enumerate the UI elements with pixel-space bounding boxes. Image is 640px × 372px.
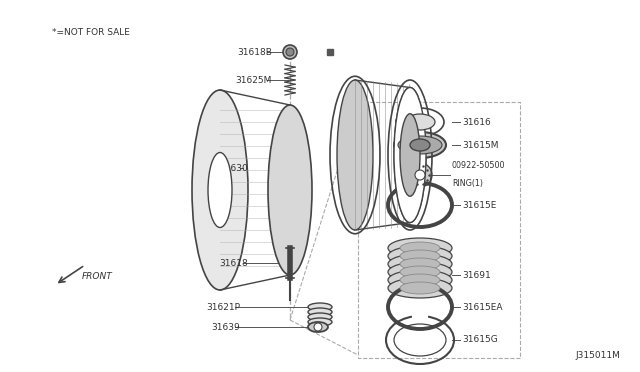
- Ellipse shape: [337, 80, 373, 230]
- Circle shape: [283, 45, 297, 59]
- Ellipse shape: [388, 238, 452, 258]
- Ellipse shape: [394, 87, 426, 222]
- Ellipse shape: [400, 242, 440, 254]
- Ellipse shape: [400, 250, 440, 262]
- Ellipse shape: [388, 262, 452, 282]
- Ellipse shape: [394, 132, 446, 158]
- Ellipse shape: [308, 322, 328, 332]
- Text: 31618B: 31618B: [237, 48, 272, 57]
- Ellipse shape: [308, 303, 332, 311]
- Circle shape: [415, 170, 425, 180]
- Text: RING(1): RING(1): [452, 179, 483, 188]
- Ellipse shape: [388, 254, 452, 274]
- Ellipse shape: [400, 114, 420, 196]
- Text: 31639: 31639: [211, 323, 240, 331]
- Ellipse shape: [208, 153, 232, 228]
- Circle shape: [314, 323, 322, 331]
- Ellipse shape: [192, 90, 248, 290]
- Ellipse shape: [400, 282, 440, 294]
- Ellipse shape: [308, 313, 332, 321]
- Text: 31691: 31691: [462, 270, 491, 279]
- Ellipse shape: [400, 274, 440, 286]
- Ellipse shape: [308, 308, 332, 316]
- Text: 31615EA: 31615EA: [462, 302, 502, 311]
- Text: 31618: 31618: [220, 259, 248, 267]
- Ellipse shape: [388, 270, 452, 290]
- Text: *=NOT FOR SALE: *=NOT FOR SALE: [52, 28, 130, 37]
- Text: 31625M: 31625M: [236, 76, 272, 84]
- Ellipse shape: [308, 318, 332, 326]
- Ellipse shape: [400, 258, 440, 270]
- Ellipse shape: [268, 105, 312, 275]
- Ellipse shape: [388, 278, 452, 298]
- Ellipse shape: [405, 114, 435, 130]
- Text: 31621P: 31621P: [206, 302, 240, 311]
- Text: 31630: 31630: [220, 164, 248, 173]
- Text: 31615G: 31615G: [462, 336, 498, 344]
- Text: FRONT: FRONT: [82, 272, 113, 281]
- Ellipse shape: [394, 87, 426, 222]
- Ellipse shape: [410, 139, 430, 151]
- Circle shape: [408, 163, 432, 187]
- Text: 31616: 31616: [462, 118, 491, 126]
- Text: 31615M: 31615M: [462, 141, 499, 150]
- Ellipse shape: [398, 136, 442, 154]
- Text: 00922-50500: 00922-50500: [452, 161, 506, 170]
- Text: J315011M: J315011M: [575, 351, 620, 360]
- Text: 31615E: 31615E: [462, 201, 497, 209]
- Ellipse shape: [400, 266, 440, 278]
- Circle shape: [286, 48, 294, 56]
- Ellipse shape: [396, 108, 444, 136]
- Ellipse shape: [388, 246, 452, 266]
